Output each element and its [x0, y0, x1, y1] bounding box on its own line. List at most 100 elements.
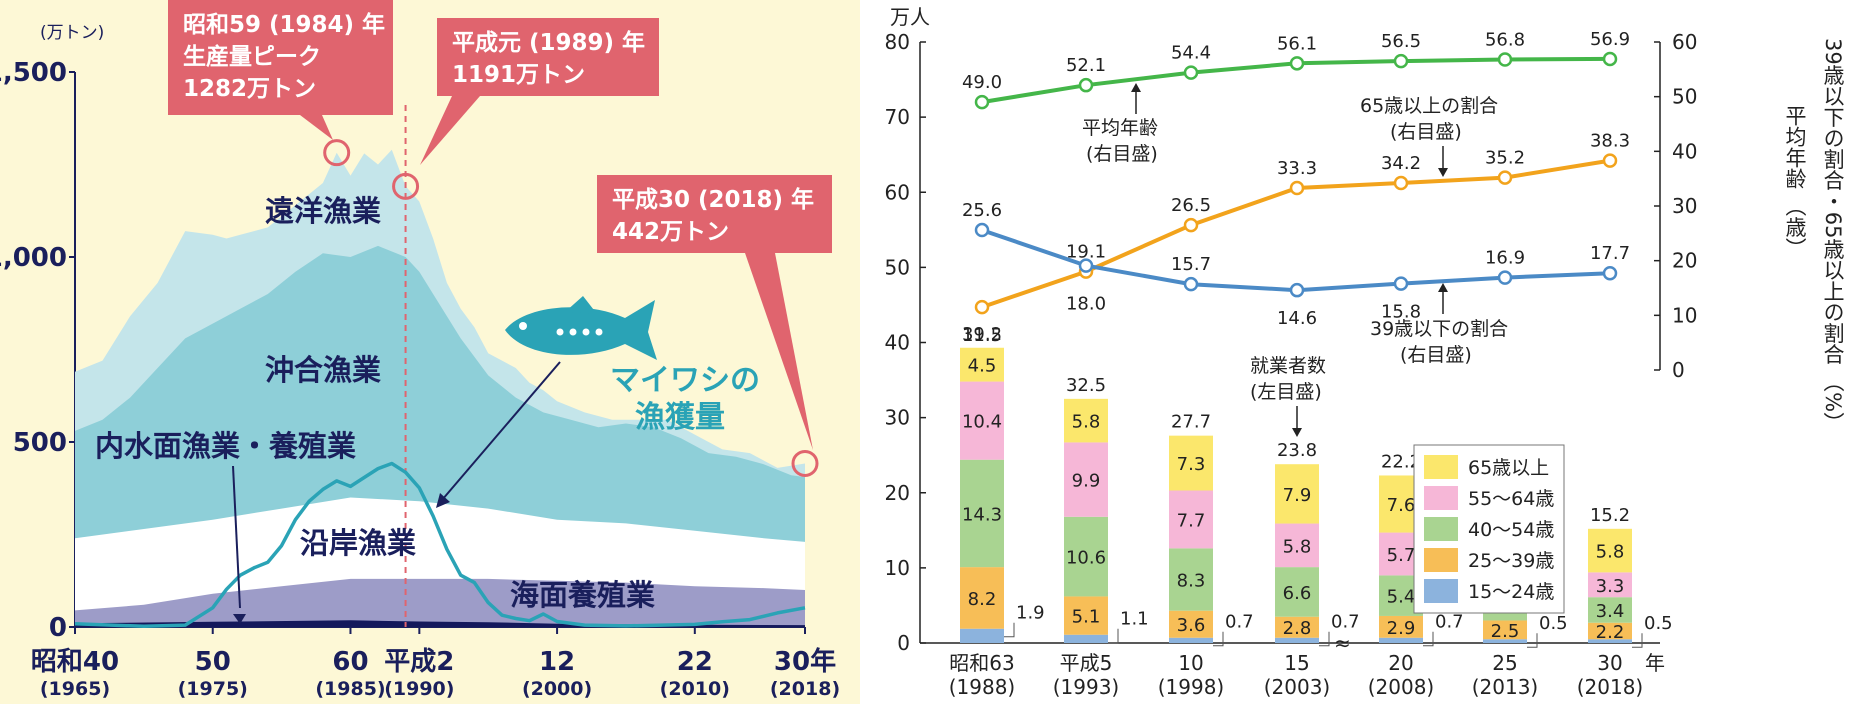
workers-bar-line-chart: 万人 0 10 20 30 40 50 60 70 80 0 10 20 30 40 50 60 ≈8.2 14.3…: [885, 5, 1845, 699]
right-tick-label: 30: [1672, 194, 1697, 218]
bar-segment: [1588, 639, 1632, 643]
line-value-label: 18.0: [1066, 294, 1106, 315]
line-point: [1183, 65, 1199, 80]
callout-marker: [791, 449, 819, 477]
line-value-label: 15.8: [1381, 302, 1421, 323]
bar-value-label: 9.9: [1072, 471, 1101, 492]
y-tick-label: 0: [49, 613, 67, 643]
inland-arrowhead: [233, 614, 246, 624]
bar-segment: [1064, 634, 1108, 643]
small-value-leader: [1632, 633, 1643, 648]
legend-label: 55～64歳: [1468, 488, 1554, 510]
left-tick-label: 10: [885, 556, 910, 580]
bar-value-label: 5.7: [1387, 545, 1416, 566]
sardine-arrow: [441, 361, 561, 501]
bar-value-label: 0.7: [1331, 612, 1360, 633]
legend-swatch: [1424, 579, 1458, 603]
line-value-label: 15.7: [1171, 254, 1211, 275]
line-value-label: 19.1: [1066, 242, 1106, 263]
bar-segment: [1275, 616, 1319, 638]
bar-segment: [1379, 637, 1423, 643]
bar-value-label: 1.1: [1120, 609, 1149, 630]
annotation-arrowhead: [1292, 428, 1302, 437]
sardine-arrowhead: [436, 493, 450, 508]
y-tick-label: 1,500: [0, 58, 67, 88]
small-value-leader: [1527, 633, 1538, 648]
x-tick-sublabel: (2018): [1577, 675, 1644, 699]
bar-value-label: 5.8: [1072, 412, 1101, 433]
bar-value-label: 3.6: [1177, 615, 1206, 636]
line-point: [1289, 282, 1305, 298]
bar-value-label: 7.6: [1387, 495, 1416, 516]
fish-dot: [569, 328, 577, 336]
line-point: [1602, 51, 1618, 67]
x-tick-label: 15: [1284, 651, 1309, 675]
bar-segment: [1588, 597, 1632, 623]
fish-body: [505, 300, 657, 360]
callout-marker: [392, 172, 420, 200]
line-point: [1497, 170, 1513, 185]
fishery-production-chart: (万トン)05001,0001,500昭和40(1965)50(1975)60(…: [0, 0, 860, 704]
line-value-label: 56.9: [1590, 29, 1630, 50]
annotation-arrowhead: [1438, 283, 1448, 292]
x-tick-label: 昭和40: [31, 647, 119, 677]
callout-text: 平成元 (1989) 年: [452, 29, 645, 56]
annotation-workers: (左目盛): [1250, 381, 1322, 403]
x-tick-sublabel: (2013): [1472, 675, 1539, 699]
x-tick-label: 30: [1597, 651, 1622, 675]
x-tick-label: 10: [1178, 651, 1203, 675]
left-axis-unit: 万人: [890, 5, 930, 29]
bar-segment: [960, 628, 1004, 643]
bar-segment: [1169, 610, 1213, 638]
fish-icon: [505, 296, 657, 360]
callout-pointer: [420, 96, 480, 165]
callout-pointer: [745, 253, 813, 450]
x-tick-label: 30年: [774, 646, 836, 677]
line-value-label: 17.7: [1590, 243, 1630, 264]
callout-text: 生産量ピーク: [183, 43, 321, 70]
y-tick-label: 1,000: [0, 243, 67, 273]
bar-total-label: 27.7: [1171, 412, 1211, 433]
line-value-label: 56.8: [1485, 29, 1525, 50]
legend-swatch: [1424, 517, 1458, 541]
x-tick-sublabel: (2000): [522, 678, 592, 700]
legend-swatch: [1424, 455, 1458, 479]
line-point: [1497, 270, 1513, 285]
area-label: 沿岸漁業: [300, 526, 416, 560]
bar-value-label: 3.3: [1596, 576, 1625, 597]
legend-label: 65歳以上: [1468, 457, 1549, 479]
fish-dot: [582, 328, 590, 336]
bar-value-label: 0.5: [1539, 613, 1568, 634]
callout-box: [168, 0, 393, 115]
line-value-label: 33.3: [1277, 158, 1317, 179]
right-tick-label: 0: [1672, 358, 1685, 382]
right-tick-label: 60: [1672, 30, 1697, 54]
bar-value-label: 10.6: [1066, 548, 1106, 569]
bar-value-label: 2.5: [1491, 621, 1520, 642]
x-tick-label: 50: [195, 647, 231, 677]
right-tick-label: 50: [1672, 85, 1697, 109]
area-label: 内水面漁業・養殖業: [95, 429, 356, 463]
line-value-label: 14.6: [1277, 308, 1317, 329]
legend-label: 25～39歳: [1468, 550, 1554, 572]
bar-value-label: 5.1: [1072, 607, 1101, 628]
bar-value-label: 8.2: [968, 589, 997, 610]
bar-value-label: 2.9: [1387, 618, 1416, 639]
x-tick-label: 25: [1492, 651, 1517, 675]
line-value-label: 38.3: [1590, 131, 1630, 152]
legend-swatch: [1424, 486, 1458, 510]
line-point: [1078, 77, 1094, 93]
annotation-arrowhead: [1131, 83, 1141, 92]
small-value-leader: [1319, 631, 1330, 647]
callout-box: [597, 175, 832, 253]
fish-fin: [565, 296, 597, 314]
line-point: [1602, 265, 1618, 281]
bar-total-label: 23.8: [1277, 440, 1317, 461]
line-point: [1289, 180, 1305, 196]
bar-total-label: 15.2: [1590, 505, 1630, 526]
bar-segment: [960, 567, 1004, 629]
bar-value-label: 0.5: [1644, 613, 1673, 634]
right-tick-label: 10: [1672, 303, 1697, 327]
left-tick-label: 0: [897, 631, 910, 655]
legend-label: 40～54歳: [1468, 519, 1554, 541]
